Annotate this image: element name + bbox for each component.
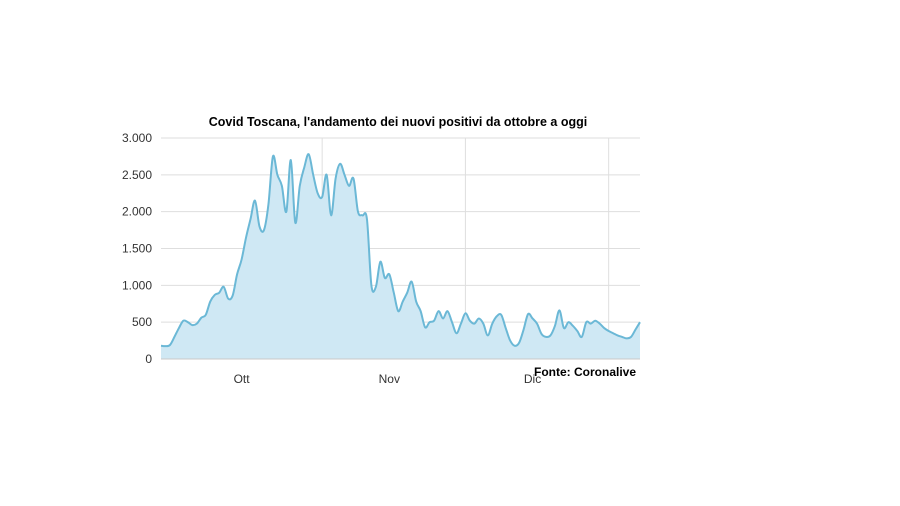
y-tick-label: 500	[132, 315, 152, 329]
x-tick-label: Ott	[234, 372, 251, 386]
area-fill	[161, 154, 640, 359]
x-tick-labels: Ott Nov Dic	[234, 372, 542, 386]
y-tick-label: 0	[145, 352, 152, 366]
series-line	[160, 153, 641, 348]
y-tick-label: 2.000	[122, 205, 152, 219]
y-tick-label: 1.000	[122, 278, 152, 292]
y-tick-label: 3.000	[122, 131, 152, 145]
chart-title: Covid Toscana, l'andamento dei nuovi pos…	[209, 115, 587, 129]
x-tick-label: Dic	[524, 372, 541, 386]
x-tick-label: Nov	[379, 372, 400, 386]
source-label: Fonte: Coronalive	[534, 365, 636, 379]
y-tick-label: 2.500	[122, 168, 152, 182]
y-tick-label: 1.500	[122, 242, 152, 256]
y-tick-labels: 0 500 1.000 1.500 2.000 2.500 3.000	[122, 131, 152, 366]
